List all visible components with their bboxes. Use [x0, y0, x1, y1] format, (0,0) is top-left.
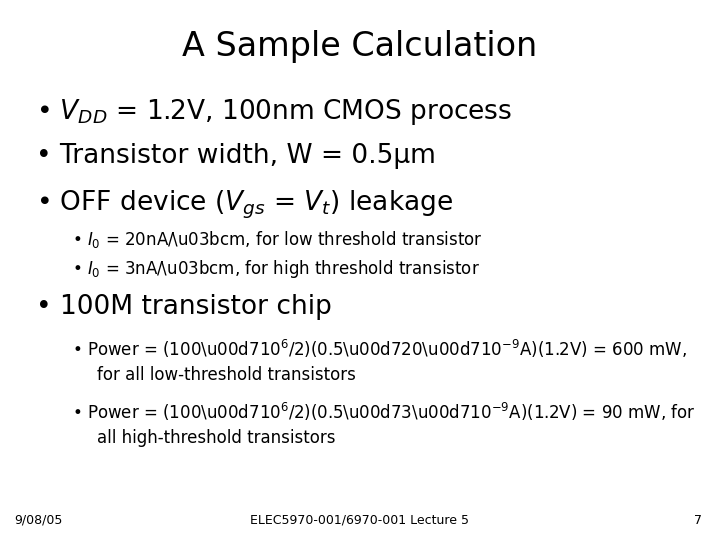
Text: all high-threshold transistors: all high-threshold transistors	[97, 429, 336, 447]
Text: • Transistor width, W = 0.5μm: • Transistor width, W = 0.5μm	[36, 143, 436, 169]
Text: • $I_0$ = 20nA/\u03bcm, for low threshold transistor: • $I_0$ = 20nA/\u03bcm, for low threshol…	[72, 230, 482, 251]
Text: ELEC5970-001/6970-001 Lecture 5: ELEC5970-001/6970-001 Lecture 5	[251, 514, 469, 526]
Text: 9/08/05: 9/08/05	[14, 514, 63, 526]
Text: for all low-threshold transistors: for all low-threshold transistors	[97, 366, 356, 383]
Text: • OFF device ($V_{gs}$ = $V_t$) leakage: • OFF device ($V_{gs}$ = $V_t$) leakage	[36, 189, 453, 221]
Text: • 100M transistor chip: • 100M transistor chip	[36, 294, 332, 320]
Text: • $I_0$ = 3nA/\u03bcm, for high threshold transistor: • $I_0$ = 3nA/\u03bcm, for high threshol…	[72, 258, 480, 280]
Text: • $V_{DD}$ = 1.2V, 100nm CMOS process: • $V_{DD}$ = 1.2V, 100nm CMOS process	[36, 97, 512, 127]
Text: A Sample Calculation: A Sample Calculation	[182, 30, 538, 63]
Text: • Power = (100\u00d710$^6$/2)(0.5\u00d73\u00d710$^{-9}$A)(1.2V) = 90 mW, for: • Power = (100\u00d710$^6$/2)(0.5\u00d73…	[72, 401, 696, 423]
Text: • Power = (100\u00d710$^6$/2)(0.5\u00d720\u00d710$^{-9}$A)(1.2V) = 600 mW,: • Power = (100\u00d710$^6$/2)(0.5\u00d72…	[72, 338, 687, 360]
Text: 7: 7	[694, 514, 702, 526]
